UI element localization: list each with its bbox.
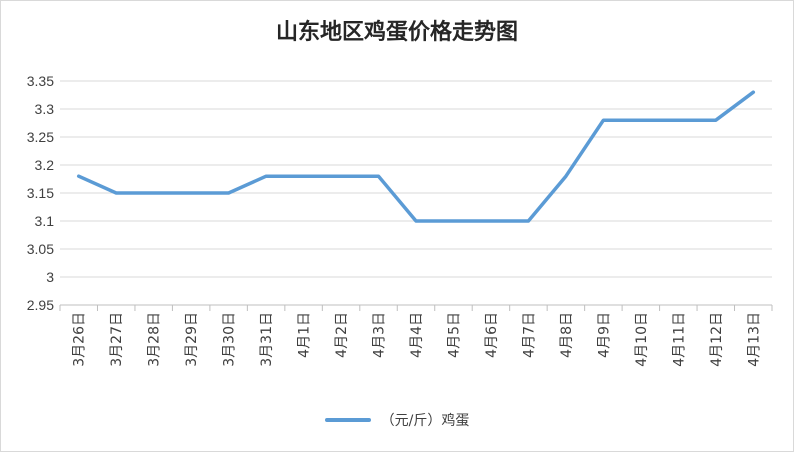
x-tick-label: 4月5日: [446, 312, 462, 358]
y-tick-label: 3.2: [35, 157, 55, 173]
y-tick-label: 2.95: [27, 297, 54, 313]
x-tick-label: 3月28日: [147, 312, 163, 367]
chart-title: 山东地区鸡蛋价格走势图: [275, 19, 518, 45]
x-tick-label: 4月13日: [746, 312, 762, 367]
x-tick-label: 3月26日: [72, 312, 88, 367]
x-tick-label: 3月27日: [109, 312, 125, 367]
x-axis: [59, 304, 773, 311]
gridlines: [60, 80, 772, 278]
y-tick-label: 3.35: [27, 73, 54, 89]
series-line: [76, 90, 756, 223]
y-tick-label: 3.15: [27, 185, 54, 201]
x-tick-label: 4月1日: [297, 312, 313, 358]
y-tick-label: 3.05: [27, 241, 54, 257]
legend-swatch: [324, 418, 371, 422]
x-tick-label: 4月10日: [634, 312, 650, 367]
legend: （元/斤）鸡蛋: [0, 408, 794, 432]
x-tick-label: 3月29日: [184, 312, 200, 367]
x-axis-tick-labels: 3月26日 3月27日 3月28日 3月29日 3月30日 3月31日 4月1日 4月2日 4月…: [72, 312, 763, 367]
x-tick-label: 4月7日: [521, 312, 537, 358]
x-tick-label: 4月9日: [596, 312, 612, 358]
y-tick-label: 3: [46, 269, 54, 285]
y-axis-tick-labels: 3.35 3.3 3.25 3.2 3.15 3.1 3.05 3 2.95: [27, 73, 54, 313]
series-layer: [76, 90, 756, 223]
x-tick-label: 4月2日: [334, 312, 350, 358]
x-tick-label: 4月3日: [372, 312, 388, 358]
x-tick-label: 3月31日: [259, 312, 275, 367]
x-tick-label: 4月12日: [709, 312, 725, 367]
x-tick-label: 4月8日: [559, 312, 575, 358]
x-tick-label: 4月6日: [484, 312, 500, 358]
y-tick-label: 3.25: [27, 129, 54, 145]
x-tick-label: 3月30日: [222, 312, 238, 367]
y-tick-label: 3.3: [35, 101, 55, 117]
y-tick-label: 3.1: [35, 213, 55, 229]
x-tick-label: 4月4日: [409, 312, 425, 358]
legend-label: （元/斤）鸡蛋: [380, 413, 470, 429]
x-tick-label: 4月11日: [671, 312, 687, 367]
